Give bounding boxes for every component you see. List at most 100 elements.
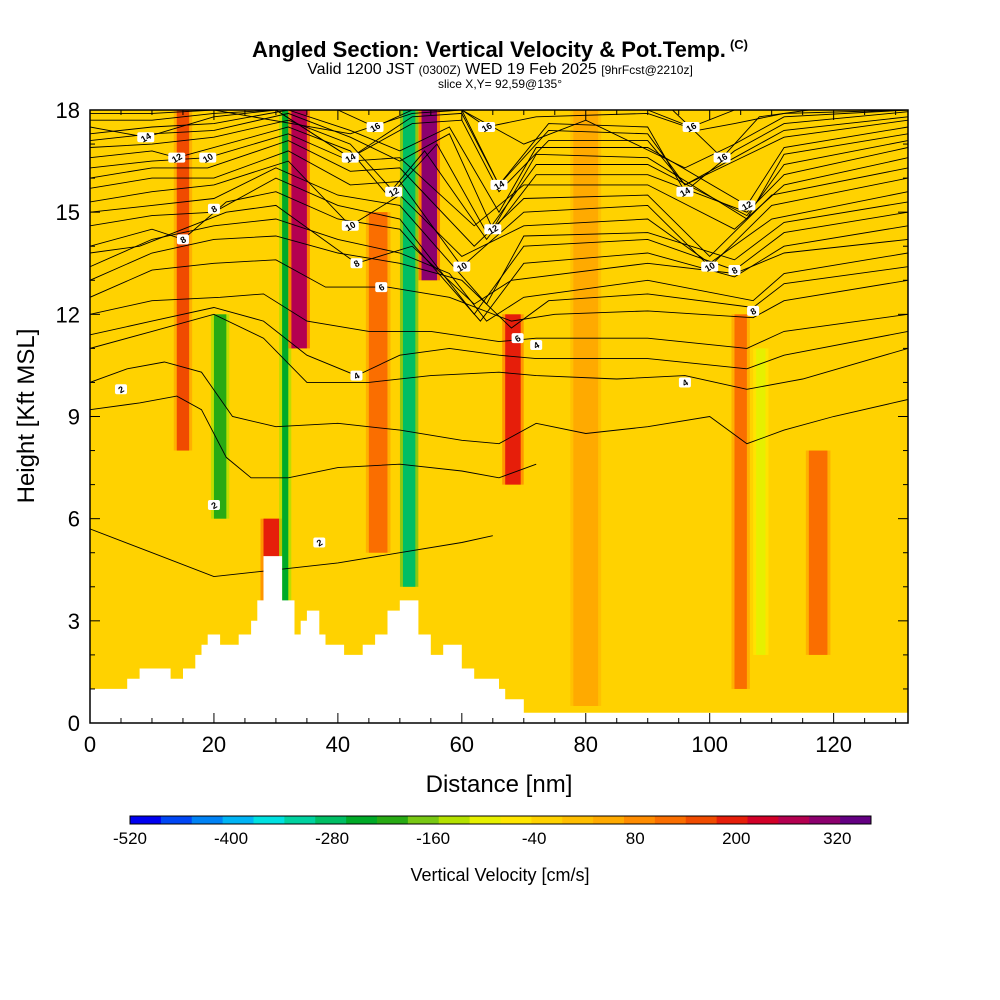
- valid-zulu: (0300Z): [418, 63, 461, 77]
- contour-label-3: 4: [680, 377, 689, 388]
- velocity-band-4: [291, 110, 307, 349]
- contour-label-23: 14: [492, 179, 506, 193]
- colorbar-swatch-19: [716, 816, 748, 824]
- theta-contour-1: [90, 395, 537, 479]
- colorbar-swatch-23: [840, 816, 872, 824]
- contour-label-14: 10: [455, 260, 469, 274]
- velocity-band-6: [402, 110, 416, 587]
- contour-label-bg-20: [738, 200, 756, 211]
- contour-label-bg-5: [530, 339, 543, 350]
- theta-contour-12: [90, 167, 908, 305]
- colorbar-swatch-10: [438, 816, 471, 824]
- colorbar-swatch-22: [809, 816, 841, 824]
- contour-label-bg-16: [199, 152, 217, 163]
- contour-label-21: 14: [139, 131, 153, 145]
- x-axis-label: Distance [nm]: [426, 771, 573, 798]
- contour-label-bg-4: [350, 370, 363, 381]
- colorbar-tick-label-4: -40: [522, 829, 547, 848]
- contour-label-bg-8: [747, 305, 760, 316]
- colorbar-swatch-1: [160, 816, 193, 824]
- contour-label-17: 12: [170, 151, 184, 165]
- contour-label-bg-3: [678, 377, 691, 388]
- colorbar-tick-label-2: -280: [315, 829, 349, 848]
- contour-label-bg-14: [453, 261, 471, 272]
- colorbar-swatch-5: [284, 816, 316, 824]
- y-tick-label-3: 9: [68, 405, 80, 430]
- chart-title: Angled Section: Vertical Velocity & Pot.…: [0, 37, 1000, 63]
- contour-label-15: 10: [703, 260, 717, 274]
- colorbar-swatch-21: [778, 816, 810, 824]
- contour-label-18: 12: [387, 185, 401, 199]
- theta-contour-2: [90, 361, 908, 445]
- colorbar-swatch-17: [654, 816, 687, 824]
- terrain-polygon: [90, 556, 908, 723]
- contour-label-8: 8: [749, 306, 758, 317]
- x-tick-label-4: 80: [574, 732, 598, 757]
- theta-contour-16: [90, 133, 908, 230]
- colorbar-label: Vertical Velocity [cm/s]: [410, 865, 589, 885]
- colorbar-tick-label-6: 200: [722, 829, 750, 848]
- title-unit: (C): [729, 37, 748, 52]
- theta-contour-0: [90, 528, 493, 578]
- y-tick-label-6: 18: [56, 98, 80, 123]
- colorbar-tick-label-5: 80: [626, 829, 645, 848]
- y-tick-label-0: 0: [68, 711, 80, 736]
- contour-label-0: 2: [315, 537, 324, 548]
- contour-label-bg-19: [484, 224, 502, 235]
- contour-label-bg-22: [341, 152, 359, 163]
- valid-time: Valid 1200 JST: [307, 61, 415, 78]
- colorbar-swatch-13: [531, 816, 563, 824]
- colorbar-tick-label-3: -160: [416, 829, 450, 848]
- x-tick-label-1: 20: [202, 732, 226, 757]
- colorbar-swatch-2: [191, 816, 224, 824]
- y-axis-label: Height [Kft MSL]: [13, 329, 40, 504]
- valid-date: WED 19 Feb 2025: [465, 61, 597, 78]
- contour-label-bg-7: [511, 333, 524, 344]
- contour-label-bg-6: [375, 282, 388, 293]
- colorbar-swatch-15: [593, 816, 625, 824]
- theta-contour-11: [90, 177, 908, 316]
- theta-contour-15: [90, 140, 908, 258]
- contour-label-bg-21: [137, 132, 155, 143]
- contour-label-bg-28: [713, 152, 731, 163]
- y-tick-label-5: 15: [56, 200, 80, 225]
- contour-label-16: 10: [201, 151, 215, 165]
- contour-label-bg-9: [350, 258, 363, 269]
- velocity-band-12: [808, 450, 828, 655]
- colorbar-swatch-3: [222, 816, 254, 824]
- slice-info: slice X,Y= 92,59@135°: [437, 77, 563, 91]
- contour-label-bg-0: [313, 537, 326, 548]
- contour-label-7: 6: [513, 333, 522, 344]
- contour-label-bg-17: [168, 152, 186, 163]
- contour-label-bg-26: [478, 122, 496, 133]
- theta-contour-6: [90, 259, 908, 322]
- terrain-mask: [90, 556, 908, 723]
- theta-contour-8: [90, 218, 908, 322]
- theta-contour-4: [90, 307, 908, 377]
- axes: 0 20 40 60 80 100 120 0 3 6 9 12 15 18: [56, 98, 908, 757]
- contour-label-bg-2: [114, 384, 127, 395]
- contour-label-bg-18: [385, 186, 403, 197]
- contour-label-1: 2: [210, 500, 219, 511]
- contour-label-6: 6: [377, 282, 386, 293]
- contour-label-20: 12: [740, 199, 754, 213]
- contour-label-11: 8: [730, 265, 739, 276]
- contour-label-19: 12: [486, 223, 500, 237]
- theta-contour-14: [90, 150, 908, 268]
- y-tick-label-1: 3: [68, 609, 80, 634]
- theta-contour-5: [90, 293, 908, 349]
- contour-label-bg-25: [366, 122, 384, 133]
- colorbar: -520 -400 -280 -160 -40 80 200 320: [113, 815, 872, 848]
- contour-label-24: 14: [678, 185, 692, 199]
- contour-label-2: 2: [117, 384, 126, 395]
- contour-label-bg-1: [207, 500, 220, 511]
- contour-label-bg-12: [207, 203, 220, 214]
- contour-label-5: 4: [532, 340, 541, 351]
- contour-label-26: 16: [480, 121, 494, 135]
- contour-label-bg-11: [728, 265, 741, 276]
- colorbar-frame: [129, 815, 872, 825]
- colorbar-swatch-18: [685, 816, 718, 824]
- contour-label-12: 8: [210, 204, 219, 215]
- velocity-band-7: [421, 110, 438, 281]
